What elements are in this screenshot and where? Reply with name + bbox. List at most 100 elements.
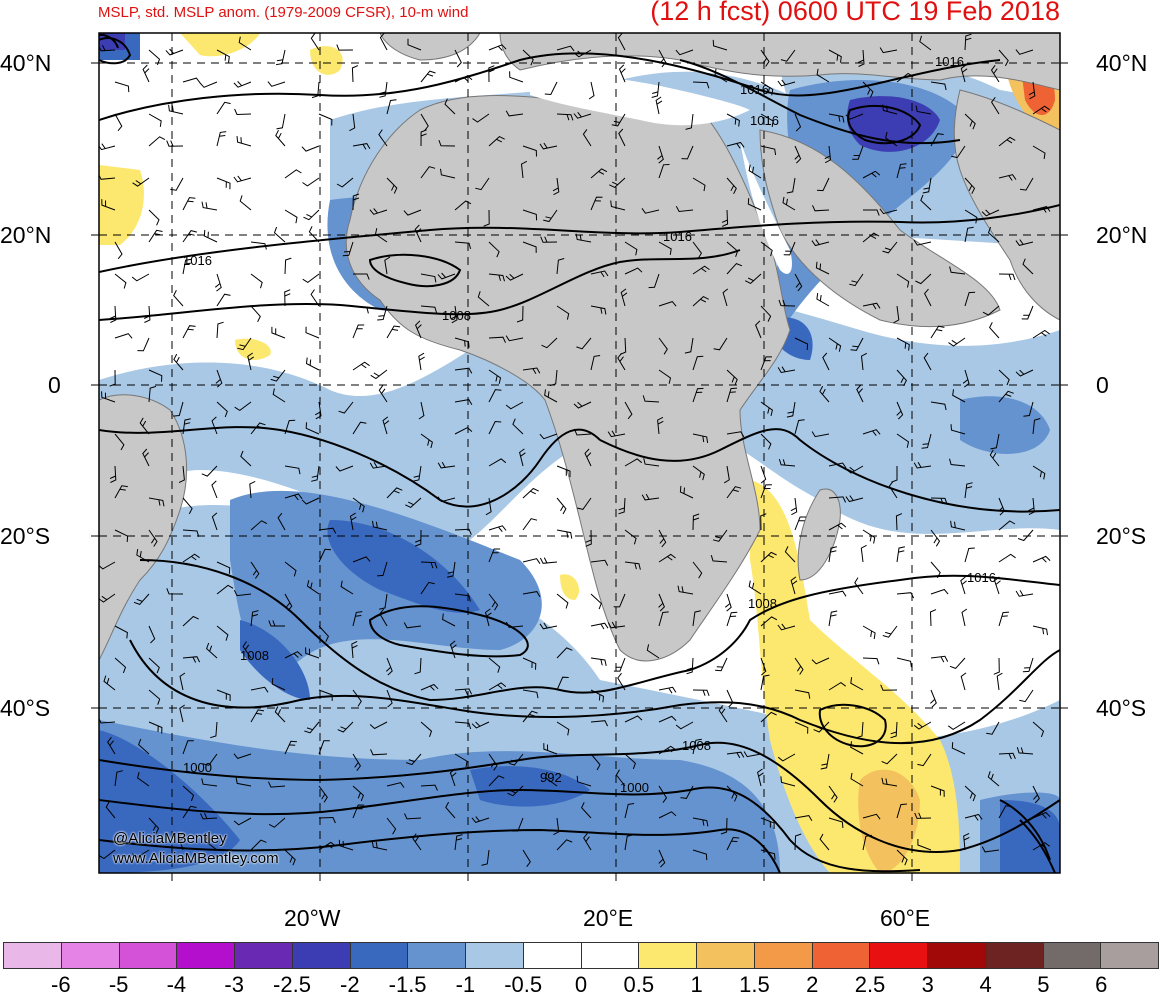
credit-handle: @AliciaMBentley — [113, 830, 227, 847]
wind-barb — [590, 305, 607, 315]
wind-barb — [556, 305, 570, 320]
wind-barb — [369, 721, 388, 730]
wind-barb — [352, 753, 362, 771]
isobar-label: 1016 — [750, 113, 779, 128]
wind-barb — [915, 273, 932, 285]
wind-barb — [658, 301, 677, 307]
wind-barb — [681, 145, 694, 160]
wind-barb — [655, 96, 663, 115]
wind-barb — [216, 561, 231, 574]
wind-barb — [148, 49, 161, 66]
asia-landmass — [953, 89, 1060, 321]
wind-barb — [136, 549, 150, 563]
isobar-label: 1016 — [663, 229, 692, 244]
wind-barb — [305, 326, 320, 339]
wind-barb — [349, 512, 357, 531]
wind-barb — [99, 593, 116, 603]
wind-barb — [166, 140, 184, 147]
wind-barb — [760, 817, 775, 829]
wind-barb — [590, 720, 609, 727]
wind-barb — [148, 209, 160, 226]
wind-barb — [952, 389, 966, 403]
wind-barb — [760, 616, 778, 627]
colorbar-tick-label: 1.5 — [739, 972, 770, 997]
wind-barb — [239, 195, 252, 211]
wind-barb — [370, 369, 388, 380]
wind-barb — [522, 591, 541, 597]
wind-barb — [914, 812, 932, 819]
wind-barb — [240, 450, 252, 467]
wind-barb — [540, 236, 558, 243]
wind-barb — [760, 484, 772, 499]
colorbar-swatch — [61, 943, 120, 968]
wind-barb — [182, 656, 201, 663]
wind-barb — [211, 416, 218, 435]
wind-barb — [148, 657, 160, 674]
wind-barb — [481, 849, 490, 866]
wind-barb — [412, 833, 422, 851]
wind-barb — [284, 593, 293, 612]
wind-barb — [822, 352, 830, 371]
wind-barb — [820, 753, 830, 770]
wind-barb — [233, 753, 252, 759]
wind-barb — [148, 385, 157, 403]
wind-barb — [216, 131, 227, 147]
wind-barb — [675, 49, 694, 56]
wind-barb — [522, 558, 541, 564]
wind-barb — [420, 273, 437, 283]
wind-barb — [301, 145, 320, 152]
colorbar-tick-label: 0 — [574, 972, 588, 997]
wind-barb — [998, 49, 1009, 67]
isobar-label: 1016 — [935, 54, 964, 69]
wind-barb — [723, 465, 730, 484]
wind-barb — [726, 431, 745, 438]
wind-barb — [556, 258, 565, 275]
wind-barb — [744, 273, 762, 284]
wind-barb — [522, 49, 534, 66]
wind-barb — [794, 337, 809, 351]
wind-barb — [182, 258, 192, 275]
wind-barb — [794, 516, 807, 531]
wind-barb — [303, 209, 320, 221]
wind-barb — [794, 113, 802, 132]
wind-barb — [201, 465, 218, 477]
wind-barb — [284, 493, 303, 501]
wind-barb — [142, 64, 150, 83]
wind-barb — [748, 580, 762, 595]
wind-barb — [420, 721, 433, 737]
wind-barb — [352, 556, 371, 563]
wind-barb — [284, 257, 292, 275]
wind-barb — [896, 657, 912, 668]
wind-barb — [760, 465, 767, 484]
wind-barb — [624, 803, 635, 819]
wind-barb — [271, 326, 286, 339]
wind-barb — [794, 689, 811, 699]
wind-barb — [658, 49, 667, 68]
wind-barb — [816, 293, 830, 307]
wind-barb — [454, 426, 473, 435]
colorbar-swatch — [697, 943, 755, 968]
wind-barb — [760, 674, 770, 691]
wind-barb — [930, 561, 941, 579]
wind-barb — [990, 65, 1000, 83]
wind-barb — [573, 111, 592, 119]
wind-barb — [692, 177, 706, 192]
wind-barb — [794, 273, 803, 292]
wind-barb — [182, 325, 196, 339]
wind-barb — [556, 113, 574, 121]
wind-barb — [318, 816, 336, 824]
wind-barb — [386, 782, 405, 788]
wind-barb — [624, 267, 643, 275]
lat-label-left: 20°N — [0, 222, 52, 248]
wind-barb — [611, 113, 626, 127]
wind-barb — [885, 131, 898, 147]
wind-barb — [1023, 401, 1034, 417]
wind-barb — [930, 588, 949, 595]
wind-barb — [522, 849, 531, 867]
wind-barb — [582, 129, 592, 147]
wind-barb — [371, 841, 388, 851]
wind-barb — [642, 395, 660, 403]
colorbar-swatch — [119, 943, 178, 968]
wind-barb — [930, 497, 948, 505]
wind-barb — [233, 81, 252, 88]
